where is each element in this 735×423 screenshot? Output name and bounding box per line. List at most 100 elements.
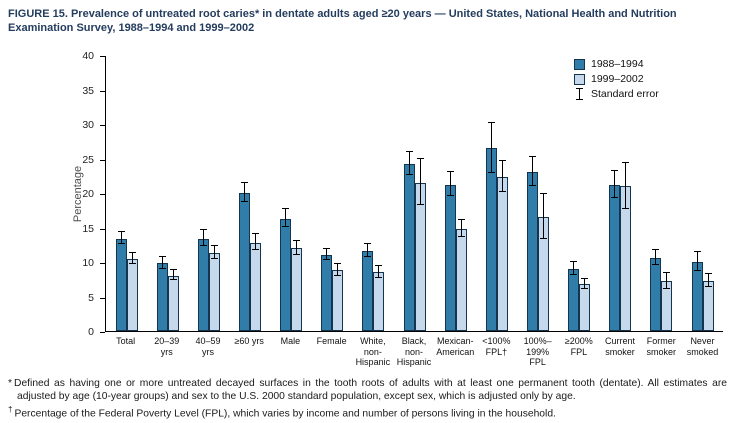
bar-series2-cat9 xyxy=(496,160,508,331)
legend: 1988–1994 1999–2002 Standard error xyxy=(574,58,659,103)
error-bar xyxy=(323,247,331,261)
bar-series2-cat2 xyxy=(208,245,220,331)
error-bar xyxy=(405,151,413,175)
legend-item-1999-2002: 1999–2002 xyxy=(574,73,659,85)
bar-series1-cat1 xyxy=(156,256,168,331)
error-bar xyxy=(457,218,465,237)
error-bar xyxy=(652,248,660,266)
x-category-label-14: Never smoked xyxy=(686,336,719,357)
bar-series1-cat7 xyxy=(403,151,415,331)
bar-series2-cat4 xyxy=(291,239,303,331)
figure-title: FIGURE 15. Prevalence of untreated root … xyxy=(8,8,677,34)
error-bar xyxy=(581,277,589,289)
bar-series1-cat6 xyxy=(362,243,374,331)
bar-series2-cat12 xyxy=(620,161,632,331)
x-category-label-3: ≥60 yrs xyxy=(234,336,264,346)
bar-group-9 xyxy=(476,56,517,331)
error-bar xyxy=(251,233,259,250)
y-tick-label-40: 40 xyxy=(82,50,94,62)
x-category-label-2: 40–59 yrs xyxy=(195,336,221,357)
bar-series1-cat3 xyxy=(238,182,250,331)
legend-item-1988-1994: 1988–1994 xyxy=(574,58,659,70)
legend-swatch-series1 xyxy=(574,58,585,70)
bar-series1-cat5 xyxy=(321,247,333,331)
error-bar xyxy=(293,239,301,255)
plot-area: 1988–1994 1999–2002 Standard error xyxy=(105,56,723,332)
error-bar xyxy=(539,193,547,239)
x-category-label-13: Former smoker xyxy=(646,336,676,357)
bar-group-11 xyxy=(559,56,600,331)
bar-group-2 xyxy=(188,56,229,331)
error-bar xyxy=(416,158,424,206)
footnotes: * Defined as having one or more untreated… xyxy=(8,377,727,420)
x-category-label-10: 100%– 199% FPL xyxy=(523,336,552,367)
error-bar xyxy=(117,230,125,245)
bar-group-12 xyxy=(600,56,641,331)
bar-group-4 xyxy=(271,56,312,331)
bar-series1-cat4 xyxy=(280,207,292,331)
y-tick-label-35: 35 xyxy=(82,84,94,97)
error-bar xyxy=(663,272,671,289)
bar-group-13 xyxy=(641,56,682,331)
y-tick-mark-20 xyxy=(100,194,105,195)
error-bar xyxy=(528,156,536,187)
y-axis: Percentage 0 5 10 15 20 25 30 35 40 xyxy=(0,46,105,372)
y-tick-mark-30 xyxy=(100,125,105,126)
bar-group-0 xyxy=(106,56,147,331)
error-bar xyxy=(210,245,218,259)
footnote-2: † Percentage of the Federal Poverty Level… xyxy=(8,403,727,420)
footnote-1: * Defined as having one or more untreated… xyxy=(8,377,727,403)
y-tick-mark-15 xyxy=(100,228,105,230)
bar-series2-cat3 xyxy=(249,233,261,331)
legend-label-standard-error: Standard error xyxy=(591,88,659,100)
error-bar xyxy=(199,229,207,246)
error-bar xyxy=(498,160,506,192)
error-bar xyxy=(334,263,342,276)
bar-series1-cat12 xyxy=(609,169,621,331)
y-tick-mark-0 xyxy=(100,332,105,333)
bar-series1-cat11 xyxy=(568,261,580,331)
error-bar xyxy=(704,272,712,287)
y-tick-mark-10 xyxy=(100,263,105,264)
y-tick-label-5: 5 xyxy=(88,291,94,304)
error-bar xyxy=(446,171,454,197)
bar-series1-cat14 xyxy=(691,250,703,331)
bar-group-10 xyxy=(517,56,558,331)
x-category-label-5: Female xyxy=(316,336,347,346)
error-bar xyxy=(169,269,177,281)
x-category-label-0: Total xyxy=(116,336,136,346)
bar-series1-cat2 xyxy=(197,229,209,331)
error-bar xyxy=(282,207,290,228)
legend-swatch-series2 xyxy=(574,73,585,85)
error-bar xyxy=(364,243,372,257)
footnote-2-text: Percentage of the Federal Poverty Level … xyxy=(14,408,556,420)
x-category-label-7: Black, non- Hispanic xyxy=(396,336,432,367)
y-tick-label-10: 10 xyxy=(82,257,94,269)
footnote-1-text: Defined as having one or more untreated … xyxy=(14,378,727,402)
x-category-label-12: Current smoker xyxy=(605,336,636,357)
bar-group-8 xyxy=(435,56,476,331)
bar-series2-cat1 xyxy=(167,269,179,331)
error-bar xyxy=(240,182,248,202)
bar-series2-cat7 xyxy=(414,158,426,331)
bar-group-5 xyxy=(312,56,353,331)
error-bar xyxy=(570,261,578,275)
error-bar xyxy=(158,256,166,269)
y-tick-label-20: 20 xyxy=(82,188,94,200)
error-bar xyxy=(622,161,630,209)
footnote-2-marker: † xyxy=(8,405,13,414)
x-category-label-9: <100% FPL† xyxy=(482,336,511,357)
legend-label-series1: 1988–1994 xyxy=(591,58,644,70)
bar-series1-cat0 xyxy=(115,230,127,331)
bar-series1-cat10 xyxy=(526,156,538,331)
error-bar xyxy=(693,250,701,272)
bar-series2-cat5 xyxy=(332,263,344,331)
bar-group-7 xyxy=(394,56,435,331)
bar-series2-cat0 xyxy=(126,252,138,331)
legend-label-series2: 1999–2002 xyxy=(591,73,644,85)
x-category-label-6: White, non- Hispanic xyxy=(355,336,391,367)
bar-series2-cat14 xyxy=(702,272,714,331)
x-category-label-1: 20–39 yrs xyxy=(154,336,180,357)
chart: Percentage 0 5 10 15 20 25 30 35 40 1988–1994 19… xyxy=(0,46,735,372)
